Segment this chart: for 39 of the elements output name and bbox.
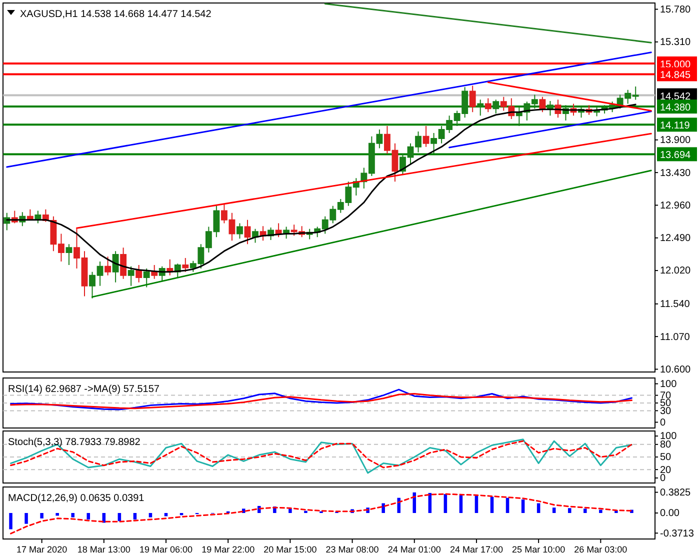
- y-tick-label: 30: [660, 406, 672, 417]
- y-tick-label: 11.070: [660, 332, 690, 343]
- x-tick-label: 23 Mar 08:00: [326, 544, 379, 554]
- y-tick-label: 12.960: [660, 200, 692, 212]
- text: MACD(12,26,9) 0.0635 0.0391: [8, 493, 145, 504]
- ref-line-label: 14.845: [660, 70, 692, 82]
- ref-line-label: 14.542: [660, 91, 692, 102]
- y-tick-label: -0.3713: [660, 528, 694, 540]
- ref-line-label: 13.694: [660, 150, 692, 162]
- ref-line-label: 14.380: [660, 102, 692, 114]
- x-tick-label: 19 Mar 22:00: [202, 544, 255, 554]
- y-tick-label: 10.600: [660, 364, 692, 376]
- ref-line-label: 15.000: [660, 59, 692, 70]
- text: RSI(14) 62.9687 ->MA(9) 57.5157: [8, 384, 160, 395]
- x-tick-label: 17 Mar 2020: [16, 544, 68, 554]
- y-tick-label: 15.310: [660, 37, 692, 48]
- x-tick-label: 20 Mar 15:00: [264, 544, 317, 554]
- y-tick-label: 100: [660, 378, 678, 390]
- y-tick-label: 80: [660, 440, 672, 451]
- y-tick-label: 13.430: [660, 168, 692, 179]
- y-tick-label: 0: [660, 473, 666, 484]
- x-tick-label: 24 Mar 17:00: [450, 544, 503, 554]
- x-tick-label: 25 Mar 10:00: [512, 544, 566, 554]
- x-tick-label: 24 Mar 01:00: [388, 544, 441, 554]
- y-tick-label: 0: [660, 417, 666, 428]
- y-tick-label: 13.900: [660, 135, 692, 146]
- x-tick-label: 18 Mar 13:00: [77, 544, 130, 554]
- x-tick-label: 26 Mar 03:00: [574, 544, 628, 554]
- y-tick-label: 12.020: [660, 266, 692, 277]
- y-tick-label: 0.00: [660, 508, 680, 520]
- x-tick-label: 19 Mar 06:00: [139, 544, 193, 554]
- ref-line-label: 14.119: [660, 120, 690, 132]
- y-tick-label: 12.490: [660, 233, 692, 244]
- y-tick-label: 0.3825: [660, 487, 692, 498]
- y-tick-label: 15.780: [660, 4, 692, 16]
- text: Stoch(5,3,3) 78.7933 79.8982: [8, 437, 141, 448]
- y-tick-label: 50: [660, 452, 672, 464]
- text: XAGUSD,H1 14.538 14.668 14.477 14.542: [20, 9, 212, 20]
- y-tick-label: 11.540: [660, 299, 690, 310]
